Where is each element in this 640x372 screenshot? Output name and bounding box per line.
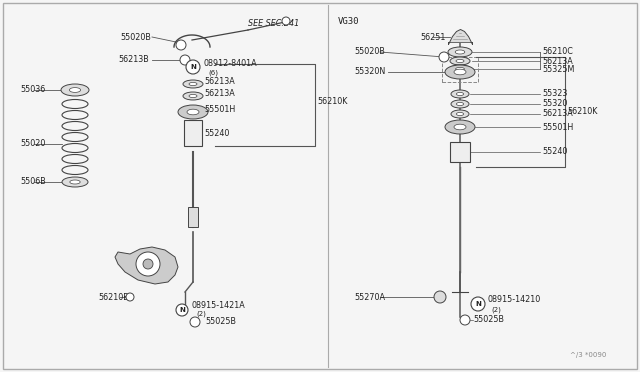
Ellipse shape [445,65,475,79]
Text: 55325M: 55325M [542,64,574,74]
Ellipse shape [449,65,471,73]
Text: 56213A: 56213A [204,90,235,99]
Text: 56213B: 56213B [118,55,148,64]
Circle shape [176,40,186,50]
Text: (6): (6) [208,70,218,76]
Text: 56210C: 56210C [542,48,573,57]
Ellipse shape [61,84,89,96]
FancyBboxPatch shape [184,120,202,146]
Text: 55020B: 55020B [354,48,385,57]
Text: 55240: 55240 [542,148,568,157]
Ellipse shape [451,110,469,118]
Text: 08915-1421A: 08915-1421A [192,301,246,310]
Text: 55240: 55240 [204,128,229,138]
Text: 08915-14210: 08915-14210 [487,295,540,304]
Text: 55501H: 55501H [542,122,573,131]
Text: 55025B: 55025B [205,317,236,327]
Text: 56213A: 56213A [542,109,573,119]
Text: N: N [475,301,481,307]
Ellipse shape [445,120,475,134]
Polygon shape [115,247,178,284]
Text: VG30: VG30 [338,17,360,26]
Ellipse shape [454,124,466,130]
Text: 55036: 55036 [20,86,45,94]
Text: 55323: 55323 [542,90,568,99]
Ellipse shape [183,92,203,100]
Text: 08912-8401A: 08912-8401A [204,60,258,68]
Text: 55320N: 55320N [354,67,385,77]
Text: 56210K: 56210K [567,108,597,116]
Circle shape [176,304,188,316]
Text: N: N [179,307,185,313]
Ellipse shape [456,112,463,116]
Ellipse shape [451,90,469,98]
Text: 56251: 56251 [420,32,445,42]
Circle shape [126,293,134,301]
Ellipse shape [62,177,88,187]
Ellipse shape [456,67,465,71]
Circle shape [439,52,449,62]
Ellipse shape [451,100,469,108]
FancyBboxPatch shape [188,207,198,227]
Ellipse shape [455,50,465,54]
Ellipse shape [189,83,197,86]
Ellipse shape [456,102,463,106]
Text: (2): (2) [196,311,206,317]
Circle shape [136,252,160,276]
Ellipse shape [187,109,199,115]
Ellipse shape [454,69,466,75]
Text: 55320: 55320 [542,99,568,109]
Circle shape [471,297,485,311]
Ellipse shape [69,87,81,92]
Ellipse shape [189,94,197,97]
Text: 56210E: 56210E [98,292,128,301]
Ellipse shape [450,57,470,65]
Circle shape [143,259,153,269]
Text: N: N [190,64,196,70]
Circle shape [190,317,200,327]
Text: 55501H: 55501H [204,106,236,115]
Circle shape [186,60,200,74]
Ellipse shape [456,60,464,62]
Text: (2): (2) [491,307,501,313]
Text: 56210K: 56210K [317,97,348,106]
Ellipse shape [70,180,80,184]
Text: ^/3 *0090: ^/3 *0090 [570,352,606,358]
Ellipse shape [178,105,208,119]
Ellipse shape [456,92,463,96]
Text: 56213A: 56213A [204,77,235,87]
Text: SEE SEC.241: SEE SEC.241 [248,19,300,29]
Ellipse shape [183,80,203,88]
Text: 5506B: 5506B [20,177,45,186]
Circle shape [460,315,470,325]
Text: 55020B: 55020B [120,32,151,42]
Ellipse shape [448,47,472,57]
Circle shape [282,17,290,25]
Text: 55025B: 55025B [473,315,504,324]
FancyBboxPatch shape [3,3,637,369]
Circle shape [434,291,446,303]
Text: 55270A: 55270A [354,292,385,301]
Text: 55020: 55020 [20,140,45,148]
Text: 56213A: 56213A [542,57,573,65]
Circle shape [180,55,190,65]
FancyBboxPatch shape [450,142,470,162]
